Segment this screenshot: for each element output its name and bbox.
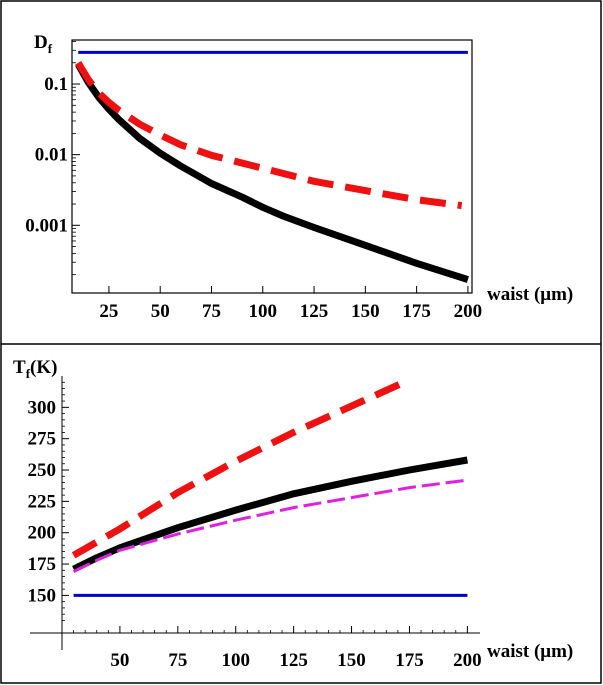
top-ytick-label: 0.001 [25,215,68,236]
bottom-ylabel: Tf(K) [13,357,57,381]
bottom-series [71,376,468,597]
top-xtick-label: 25 [99,301,118,322]
bottom-ytick-label: 250 [28,460,57,481]
top-xlabel: waist (μm) [487,284,573,305]
top-xtick-label: 75 [202,301,221,322]
bottom-xtick-label: 100 [221,650,250,671]
bottom-xtick-label: 125 [279,650,308,671]
top-xtick-label: 50 [151,301,170,322]
bottom-xtick-label: 175 [395,650,424,671]
bottom-xtick-label: 150 [337,650,366,671]
bottom-xtick-label: 200 [453,650,482,671]
bottom-ytick-label: 175 [28,554,57,575]
top-plot-frame [71,39,473,294]
bottom-xtick-label: 50 [110,650,129,671]
top-ticks: 25 50 75 100 125 150 175 200 0.1 0.01 0.001 [25,41,482,322]
panel-transfer-probability: 25 50 75 100 125 150 175 200 0.1 0.01 0.001 Df wai… [25,32,573,322]
top-series-line-1 [75,62,469,283]
top-series-line-2 [75,60,463,210]
bottom-ticks: 50 75 100 125 150 175 200 150 175 200 225 250 275 300 [28,381,482,671]
top-ytick-label: 0.1 [44,74,68,95]
top-xtick-label: 150 [351,301,380,322]
top-ylabel: Df [34,32,53,56]
top-series [75,50,469,283]
bottom-xlabel: waist (μm) [487,641,573,662]
top-xtick-label: 100 [249,301,278,322]
bottom-series-line-1 [71,376,411,559]
bottom-axes [30,376,480,650]
bottom-series-line-2 [72,456,468,573]
top-xtick-label: 200 [454,301,483,322]
bottom-xtick-label: 75 [168,650,187,671]
bottom-ytick-label: 150 [28,585,57,606]
bottom-ytick-label: 275 [28,429,57,450]
top-xtick-label: 175 [402,301,431,322]
bottom-series-line-3 [72,478,468,573]
bottom-ytick-label: 200 [28,523,57,544]
top-ytick-label: 0.01 [35,145,68,166]
bottom-ytick-label: 225 [28,491,57,512]
top-xtick-label: 125 [300,301,329,322]
panel-temperature: 50 75 100 125 150 175 200 150 175 200 225 250 275 300… [13,357,573,671]
bottom-ytick-label: 300 [28,397,57,418]
